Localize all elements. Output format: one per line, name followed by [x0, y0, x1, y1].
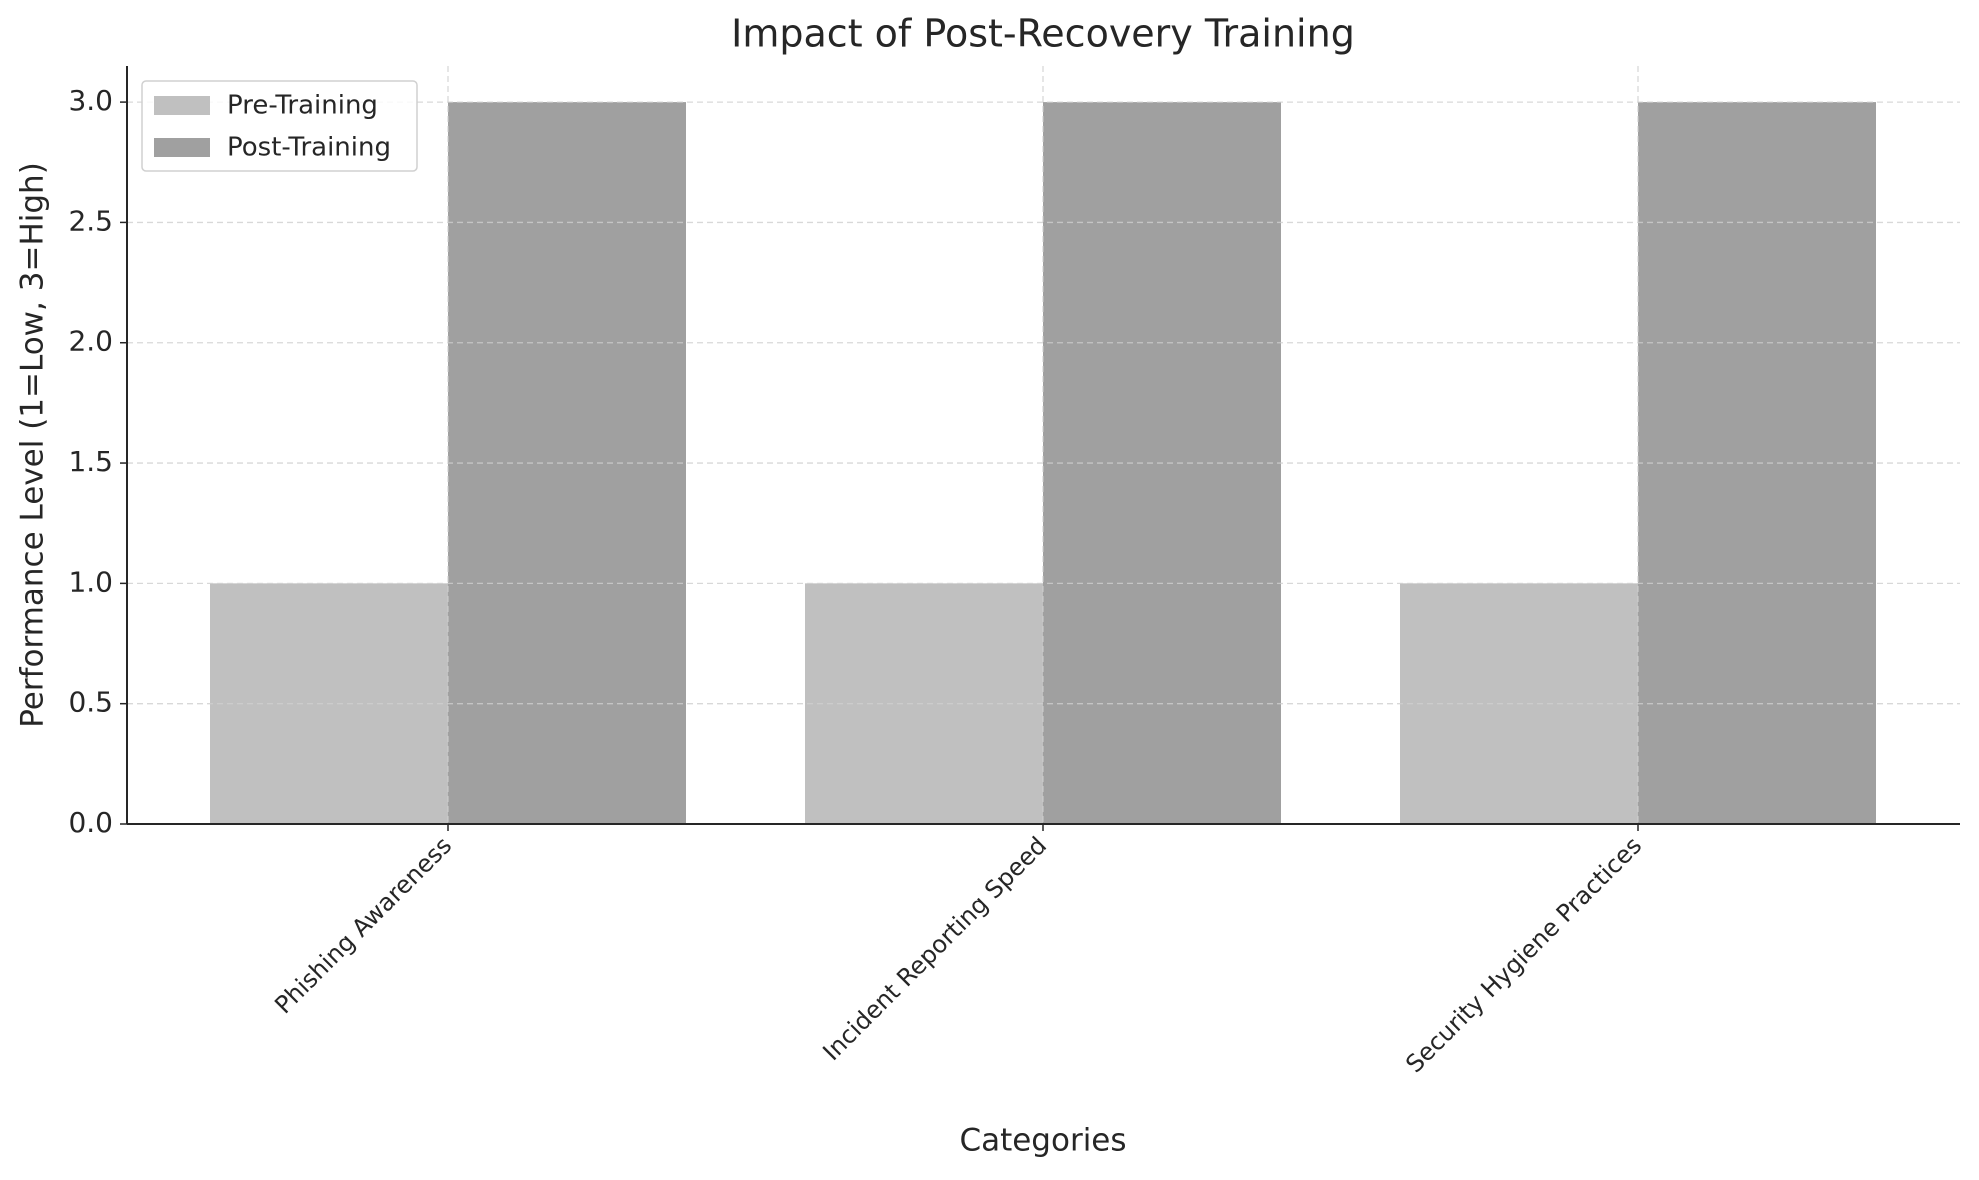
y-tick-label: 1.5	[68, 445, 113, 478]
y-tick-label: 0.5	[68, 686, 113, 719]
x-tick-label: Security Hygiene Practices	[1400, 831, 1647, 1078]
y-tick-label: 2.5	[68, 204, 113, 237]
x-tick-label: Phishing Awareness	[269, 831, 457, 1019]
y-tick-label: 0.0	[68, 806, 113, 839]
legend-swatch	[154, 96, 210, 115]
legend-label: Post-Training	[227, 133, 391, 163]
y-axis-label: Performance Level (1=Low, 3=High)	[15, 162, 51, 728]
y-tick-label: 2.0	[68, 325, 113, 358]
y-tick-label: 1.0	[68, 565, 113, 598]
bar	[805, 583, 1043, 824]
legend-swatch	[154, 138, 210, 157]
y-tick-label: 3.0	[68, 84, 113, 117]
chart-title: Impact of Post-Recovery Training	[731, 12, 1355, 56]
legend-frame	[141, 80, 418, 172]
x-axis-label: Categories	[959, 1123, 1126, 1159]
legend-label: Pre-Training	[227, 91, 378, 121]
x-tick-label: Incident Reporting Speed	[817, 831, 1052, 1066]
